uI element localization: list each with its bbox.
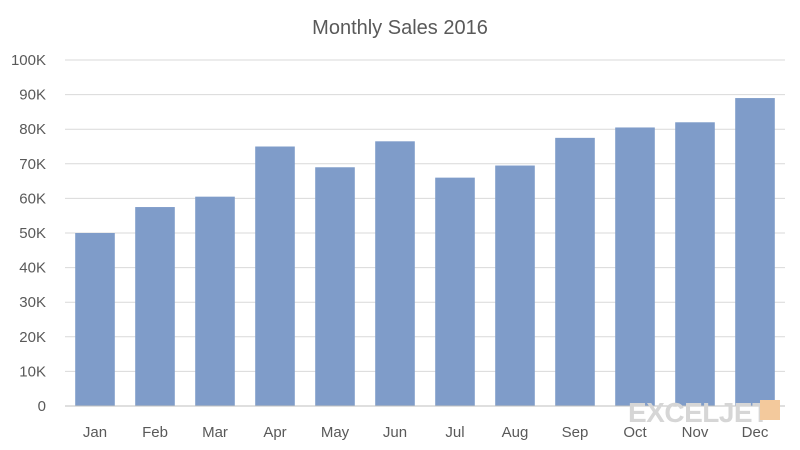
watermark-text: EXCELJET: [628, 397, 769, 428]
y-tick-label: 90K: [19, 87, 46, 104]
y-tick-label: 10K: [19, 363, 46, 380]
watermark-icon: [760, 400, 780, 420]
bar-feb: [135, 207, 175, 406]
y-tick-label: 80K: [19, 121, 46, 138]
x-tick-label: Jan: [83, 424, 107, 441]
bar-may: [315, 167, 355, 406]
bar-aug: [495, 165, 535, 406]
bar-dec: [735, 98, 775, 406]
y-tick-label: 0: [38, 398, 46, 415]
bars: [75, 98, 775, 406]
x-tick-label: Dec: [742, 424, 769, 441]
x-tick-label: Jul: [445, 424, 464, 441]
bar-oct: [615, 127, 655, 406]
bar-jul: [435, 177, 475, 406]
x-tick-label: Oct: [623, 424, 647, 441]
y-tick-label: 60K: [19, 190, 46, 207]
bar-apr: [255, 146, 295, 406]
bar-sep: [555, 137, 595, 406]
y-tick-label: 70K: [19, 156, 46, 173]
bar-jun: [375, 141, 415, 406]
x-tick-label: Nov: [682, 424, 709, 441]
x-tick-label: Mar: [202, 424, 228, 441]
y-tick-label: 40K: [19, 260, 46, 277]
bar-nov: [675, 122, 715, 406]
chart-title: Monthly Sales 2016: [312, 17, 488, 39]
y-axis-ticks: 0 10K 20K 30K 40K 50K 60K 70K 80K 90K 100K: [11, 52, 46, 415]
x-tick-label: Sep: [562, 424, 589, 441]
y-tick-label: 100K: [11, 52, 46, 69]
x-tick-label: Jun: [383, 424, 407, 441]
x-tick-label: Aug: [502, 424, 529, 441]
bar-jan: [75, 233, 115, 406]
y-tick-label: 20K: [19, 329, 46, 346]
x-axis-ticks: Jan Feb Mar Apr May Jun Jul Aug Sep Oct Nov Dec: [83, 424, 769, 441]
x-tick-label: Feb: [142, 424, 168, 441]
x-tick-label: Apr: [263, 424, 286, 441]
gridlines: [65, 59, 785, 372]
bar-mar: [195, 196, 235, 406]
y-tick-label: 50K: [19, 225, 46, 242]
y-tick-label: 30K: [19, 294, 46, 311]
x-tick-label: May: [321, 424, 350, 441]
exceljet-logo: EXCELJET: [628, 397, 780, 428]
